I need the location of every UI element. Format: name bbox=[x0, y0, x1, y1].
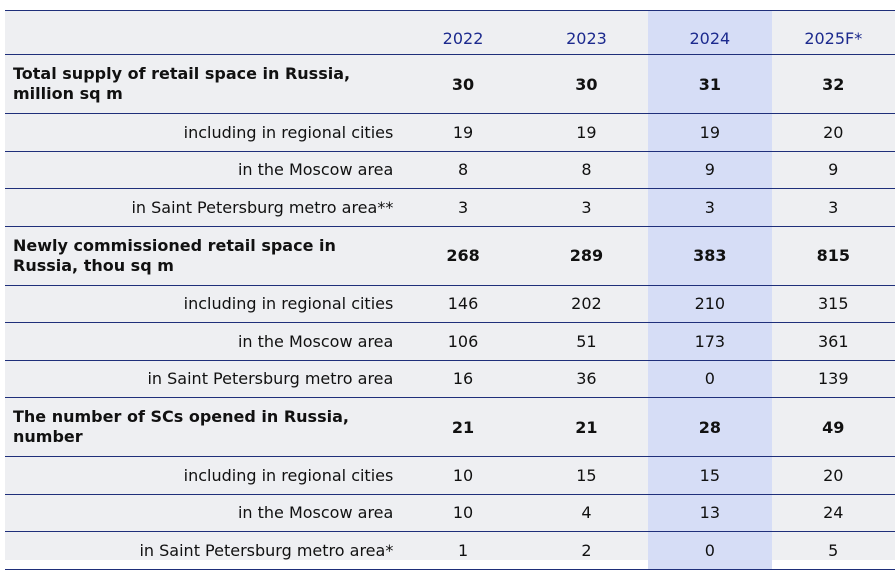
row-value: 51 bbox=[524, 322, 649, 361]
row-value: 5 bbox=[771, 531, 895, 570]
year-header: 2025F* bbox=[771, 10, 895, 55]
sub-row: in Saint Petersburg metro area 16 36 0 139 bbox=[5, 360, 895, 398]
header-blank bbox=[5, 10, 402, 55]
row-value: 3 bbox=[401, 188, 525, 227]
row-value: 10 bbox=[401, 456, 525, 495]
section-value: 32 bbox=[771, 54, 895, 114]
row-value: 173 bbox=[648, 322, 772, 361]
sub-row: in the Moscow area 10 4 13 24 bbox=[5, 494, 895, 532]
row-value: 146 bbox=[401, 285, 525, 323]
row-value: 10 bbox=[401, 494, 525, 532]
section-label: The number of SCs opened in Russia, numb… bbox=[5, 397, 402, 457]
sub-row: in the Moscow area 106 51 173 361 bbox=[5, 322, 895, 361]
sub-row: including in regional cities 146 202 210 315 bbox=[5, 285, 895, 323]
row-value: 2 bbox=[524, 531, 649, 570]
year-header: 2022 bbox=[401, 10, 525, 55]
row-value: 139 bbox=[771, 360, 895, 398]
row-value: 9 bbox=[771, 151, 895, 189]
row-label: including in regional cities bbox=[5, 285, 402, 323]
row-value: 315 bbox=[771, 285, 895, 323]
row-label: in Saint Petersburg metro area** bbox=[5, 188, 402, 227]
row-value: 1 bbox=[401, 531, 525, 570]
row-value: 210 bbox=[648, 285, 772, 323]
table-body: 2022 2023 2024 2025F* Total supply of retail… bbox=[5, 10, 895, 570]
sub-row: including in regional cities 19 19 19 20 bbox=[5, 113, 895, 152]
row-value: 0 bbox=[648, 531, 772, 570]
section-label: Total supply of retail space in Russia, … bbox=[5, 54, 402, 114]
section-value: 383 bbox=[648, 226, 772, 286]
row-value: 361 bbox=[771, 322, 895, 361]
row-label: in the Moscow area bbox=[5, 322, 402, 361]
section-value: 289 bbox=[524, 226, 649, 286]
section-row: Total supply of retail space in Russia, … bbox=[5, 54, 895, 114]
row-label: in Saint Petersburg metro area bbox=[5, 360, 402, 398]
row-label: in the Moscow area bbox=[5, 151, 402, 189]
row-value: 15 bbox=[648, 456, 772, 495]
row-value: 19 bbox=[648, 113, 772, 152]
row-value: 3 bbox=[524, 188, 649, 227]
row-value: 3 bbox=[648, 188, 772, 227]
row-value: 20 bbox=[771, 113, 895, 152]
row-value: 36 bbox=[524, 360, 649, 398]
section-value: 21 bbox=[401, 397, 525, 457]
row-value: 202 bbox=[524, 285, 649, 323]
header-row: 2022 2023 2024 2025F* bbox=[5, 10, 895, 55]
row-label: including in regional cities bbox=[5, 113, 402, 152]
row-value: 0 bbox=[648, 360, 772, 398]
section-value: 31 bbox=[648, 54, 772, 114]
row-value: 19 bbox=[524, 113, 649, 152]
row-value: 4 bbox=[524, 494, 649, 532]
row-label: including in regional cities bbox=[5, 456, 402, 495]
row-value: 20 bbox=[771, 456, 895, 495]
section-value: 21 bbox=[524, 397, 649, 457]
row-value: 15 bbox=[524, 456, 649, 495]
sub-row: including in regional cities 10 15 15 20 bbox=[5, 456, 895, 495]
sub-row: in Saint Petersburg metro area** 3 3 3 3 bbox=[5, 188, 895, 227]
section-value: 815 bbox=[771, 226, 895, 286]
row-value: 8 bbox=[401, 151, 525, 189]
row-value: 106 bbox=[401, 322, 525, 361]
section-value: 268 bbox=[401, 226, 525, 286]
sub-row: in Saint Petersburg metro area* 1 2 0 5 bbox=[5, 531, 895, 570]
section-value: 49 bbox=[771, 397, 895, 457]
table-panel: 2022 2023 2024 2025F* Total supply of retail… bbox=[5, 10, 895, 570]
row-value: 9 bbox=[648, 151, 772, 189]
section-value: 30 bbox=[524, 54, 649, 114]
row-value: 19 bbox=[401, 113, 525, 152]
sub-row: in the Moscow area 8 8 9 9 bbox=[5, 151, 895, 189]
row-value: 3 bbox=[771, 188, 895, 227]
section-value: 28 bbox=[648, 397, 772, 457]
row-value: 24 bbox=[771, 494, 895, 532]
row-label: in the Moscow area bbox=[5, 494, 402, 532]
row-value: 13 bbox=[648, 494, 772, 532]
row-value: 8 bbox=[524, 151, 649, 189]
retail-table: 2022 2023 2024 2025F* Total supply of retail… bbox=[5, 10, 895, 570]
section-label: Newly commissioned retail space in Russi… bbox=[5, 226, 402, 286]
row-value: 16 bbox=[401, 360, 525, 398]
section-value: 30 bbox=[401, 54, 525, 114]
row-label: in Saint Petersburg metro area* bbox=[5, 531, 402, 570]
section-row: Newly commissioned retail space in Russi… bbox=[5, 226, 895, 286]
year-header: 2023 bbox=[524, 10, 649, 55]
section-row: The number of SCs opened in Russia, numb… bbox=[5, 397, 895, 457]
year-header: 2024 bbox=[648, 10, 772, 55]
